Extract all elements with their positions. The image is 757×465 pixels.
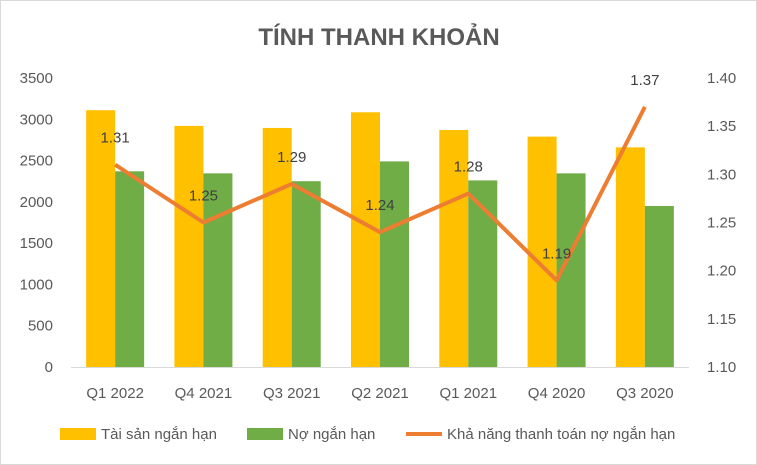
- y-left-tick-label: 3500: [20, 70, 53, 87]
- legend-label-tai-san: Tài sản ngắn hạn: [101, 426, 217, 443]
- y-right-tick-label: 1.10: [707, 359, 736, 376]
- x-tick-label: Q3 2020: [616, 385, 674, 402]
- bar-tai-san-ngan-han: [527, 136, 557, 367]
- x-tick-label: Q1 2021: [440, 385, 498, 402]
- bar-no-ngan-han: [203, 173, 233, 367]
- bar-no-ngan-han: [115, 171, 145, 367]
- y-left-tick-label: 3000: [20, 111, 53, 128]
- bar-no-ngan-han: [291, 181, 321, 367]
- bar-tai-san-ngan-han: [174, 125, 204, 368]
- bar-tai-san-ngan-han: [262, 127, 292, 367]
- legend-swatch-no: [247, 428, 283, 440]
- x-tick-label: Q4 2021: [175, 385, 233, 402]
- legend: Tài sản ngắn hạn Nợ ngắn hạn Khả năng than…: [60, 426, 675, 443]
- line-data-label: 1.19: [542, 245, 571, 262]
- x-tick-label: Q4 2020: [528, 385, 586, 402]
- x-tick-label: Q3 2021: [263, 385, 321, 402]
- legend-label-no: Nợ ngắn hạn: [288, 426, 375, 443]
- y-right-tick-label: 1.35: [707, 118, 736, 135]
- y-right-tick-label: 1.30: [707, 166, 736, 183]
- legend-label-kha-nang: Khả năng thanh toán nợ ngắn hạn: [447, 426, 675, 443]
- y-left-tick-label: 0: [45, 359, 53, 376]
- bar-tai-san-ngan-han: [351, 112, 380, 367]
- legend-swatch-tai-san: [60, 428, 96, 440]
- y-right-tick-label: 1.15: [707, 311, 736, 328]
- y-left-tick-label: 2500: [20, 153, 53, 170]
- chart-title: TÍNH THANH KHOẢN: [258, 22, 499, 51]
- line-data-label: 1.29: [277, 149, 306, 166]
- y-left-tick-label: 1500: [20, 235, 53, 252]
- bar-tai-san-ngan-han: [615, 147, 645, 367]
- line-data-label: 1.37: [630, 72, 659, 89]
- bar-no-ngan-han: [468, 180, 498, 367]
- y-right-tick-label: 1.40: [707, 70, 736, 87]
- line-data-label: 1.24: [365, 197, 394, 214]
- y-right-tick-label: 1.25: [707, 215, 736, 232]
- line-series: 1.31 1.25 1.29 1.24 1.28 1.19 1.37: [101, 72, 659, 283]
- x-tick-label: Q2 2021: [351, 385, 409, 402]
- x-tick-label: Q1 2022: [86, 385, 144, 402]
- bar-no-ngan-han: [644, 205, 674, 367]
- y-right-tick-label: 1.20: [707, 263, 736, 280]
- axes: 0 500 1000 1500 2000 2500 3000 3500 1.10 1.15 1.20…: [20, 70, 737, 402]
- bar-tai-san-ngan-han: [86, 110, 116, 368]
- line-data-label: 1.31: [101, 130, 130, 147]
- line-data-label: 1.28: [454, 159, 483, 176]
- bars: [86, 110, 674, 368]
- line-data-label: 1.25: [189, 188, 218, 205]
- y-left-tick-label: 500: [28, 318, 53, 335]
- y-left-tick-label: 2000: [20, 194, 53, 211]
- bar-tai-san-ngan-han: [439, 130, 469, 367]
- y-left-tick-label: 1000: [20, 276, 53, 293]
- bar-no-ngan-han: [380, 161, 409, 367]
